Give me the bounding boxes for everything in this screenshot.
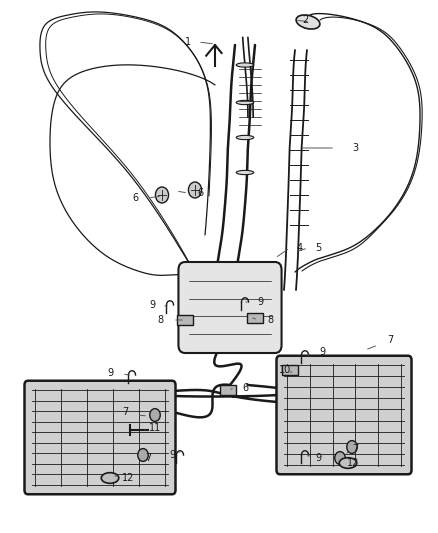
Text: 12: 12 [347,458,359,468]
Text: 9: 9 [257,297,263,307]
Text: 5: 5 [315,243,321,253]
Circle shape [347,441,357,454]
Text: 7: 7 [352,444,358,454]
FancyBboxPatch shape [276,356,412,474]
Ellipse shape [101,473,119,483]
FancyBboxPatch shape [178,262,282,353]
Text: 9: 9 [319,347,325,357]
Text: 1: 1 [185,37,191,47]
Text: 9: 9 [149,300,155,310]
Ellipse shape [236,171,254,175]
Ellipse shape [296,15,320,29]
FancyBboxPatch shape [25,381,176,494]
Bar [282,365,298,375]
Circle shape [138,449,148,462]
Text: 4: 4 [297,243,303,253]
Ellipse shape [236,100,254,104]
Circle shape [155,187,169,203]
Circle shape [335,451,345,464]
Text: 12: 12 [122,473,134,483]
Text: 11: 11 [149,423,161,433]
Text: 9: 9 [169,450,175,460]
Text: 6: 6 [132,193,138,203]
Text: 9: 9 [107,368,113,378]
Text: 6: 6 [197,188,203,198]
Bar [247,313,263,324]
Text: 7: 7 [145,453,151,463]
Bar [220,385,236,395]
Bar [177,314,193,325]
Ellipse shape [236,63,254,67]
Text: 10: 10 [279,365,291,375]
Ellipse shape [339,458,357,469]
Text: 6: 6 [242,383,248,393]
Text: 2: 2 [302,15,308,25]
Text: 3: 3 [352,143,358,153]
Text: 8: 8 [267,315,273,325]
Text: 8: 8 [157,315,163,325]
Text: 7: 7 [122,407,128,417]
Circle shape [188,182,201,198]
Text: 9: 9 [315,453,321,463]
Circle shape [150,409,160,422]
Text: 7: 7 [387,335,393,345]
Ellipse shape [236,135,254,140]
